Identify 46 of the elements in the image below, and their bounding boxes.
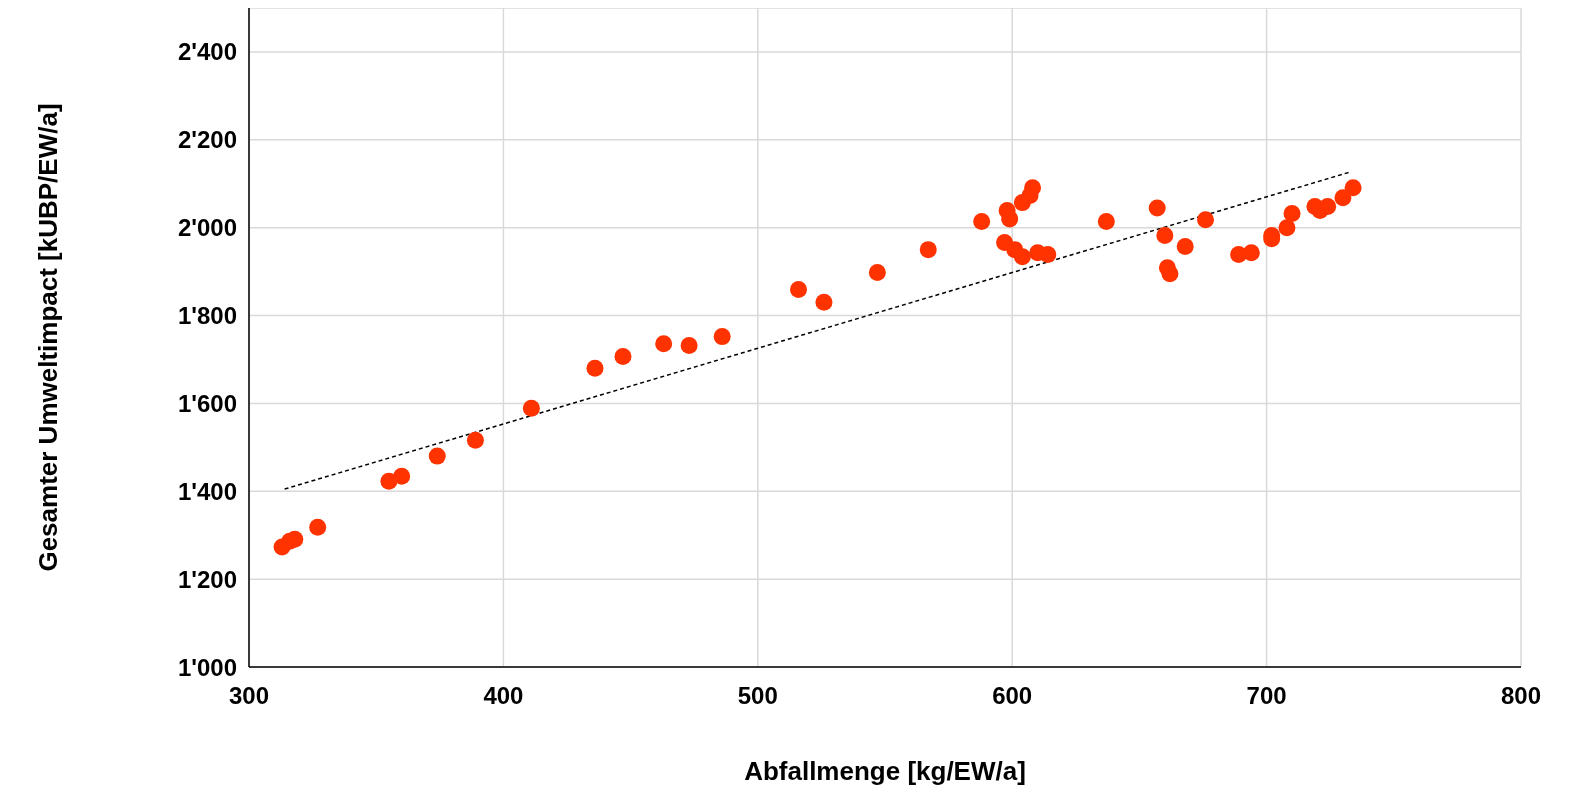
x-tick-label: 300 — [228, 682, 270, 710]
x-tick-label: 600 — [992, 682, 1033, 710]
point — [655, 335, 673, 353]
point — [309, 518, 327, 536]
x-tick-label: 800 — [1500, 682, 1542, 710]
point — [1001, 210, 1019, 228]
point — [586, 359, 604, 377]
point — [790, 281, 807, 299]
point — [1334, 189, 1352, 207]
point — [1344, 179, 1362, 197]
point — [680, 336, 698, 354]
point — [919, 241, 937, 259]
x-tick-label: 700 — [1246, 682, 1287, 710]
point — [1013, 248, 1031, 266]
point — [1176, 238, 1194, 256]
y-tick-label: 1'800 — [177, 302, 237, 330]
point — [614, 347, 632, 365]
y-axis-title: Gesamter Umweltimpact [kUBP/EW/a] — [33, 103, 64, 572]
point — [1148, 199, 1166, 217]
point — [815, 293, 833, 311]
point — [1039, 245, 1057, 263]
point — [1283, 205, 1301, 223]
point — [1278, 219, 1296, 237]
point — [466, 431, 484, 449]
point — [1319, 198, 1337, 216]
point — [973, 213, 991, 231]
x-tick-label: 500 — [737, 682, 778, 710]
y-tick-label: 1'600 — [177, 389, 237, 417]
point — [1156, 227, 1174, 245]
point — [393, 467, 411, 485]
point — [713, 328, 731, 346]
point — [522, 399, 540, 417]
y-tick-label: 2'200 — [177, 126, 237, 154]
point — [1097, 213, 1115, 231]
y-tick-label: 1'000 — [177, 653, 237, 681]
y-tick-label: 2'000 — [177, 214, 237, 242]
point — [428, 447, 446, 465]
point — [1197, 211, 1215, 229]
point — [1161, 265, 1179, 283]
x-axis-title: Abfallmenge [kg/EW/a] — [744, 756, 1026, 786]
point — [1242, 244, 1260, 262]
y-tick-label: 1'200 — [177, 565, 237, 593]
y-tick-label: 2'400 — [177, 38, 237, 66]
point — [868, 263, 886, 281]
x-tick-label: 400 — [483, 682, 524, 710]
y-tick-label: 1'400 — [177, 477, 237, 505]
